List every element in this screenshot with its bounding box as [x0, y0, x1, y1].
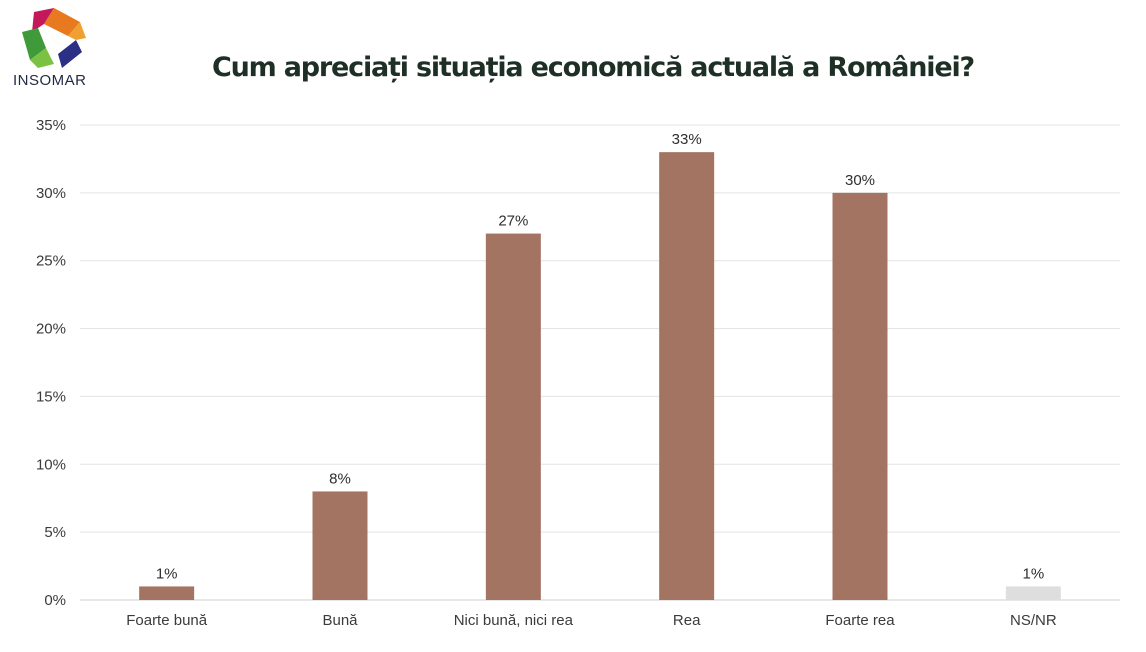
data-label: 8%: [329, 470, 351, 487]
x-category-label: Bună: [322, 612, 358, 629]
data-label: 33%: [672, 131, 702, 148]
bars: [139, 152, 1061, 601]
data-label: 27%: [498, 213, 528, 230]
y-tick-label: 10%: [36, 456, 66, 473]
bar: [659, 152, 715, 600]
y-tick-label: 5%: [44, 524, 66, 541]
y-tick-label: 0%: [44, 592, 66, 609]
brand-name: INSOMAR: [13, 72, 87, 89]
y-tick-label: 35%: [36, 117, 66, 134]
chart-title: Cum apreciați situația economică actuală…: [212, 52, 975, 83]
bar: [485, 233, 541, 601]
insomar-logo-icon: [22, 8, 86, 68]
bar: [139, 586, 195, 600]
x-category-label: Foarte bună: [126, 612, 208, 629]
bar: [1005, 586, 1061, 600]
x-axis-categories: Foarte bună Bună Nici bună, nici rea Rea Foa…: [126, 612, 1057, 629]
y-tick-label: 25%: [36, 253, 66, 270]
data-labels: 1% 8% 27% 33% 30% 1%: [156, 131, 1044, 582]
y-tick-label: 15%: [36, 388, 66, 405]
data-label: 1%: [1022, 565, 1044, 582]
y-axis-ticks: 0% 5% 10% 15% 20% 25% 30% 35%: [36, 117, 66, 609]
bar: [832, 192, 888, 600]
x-category-label: NS/NR: [1010, 612, 1057, 629]
x-category-label: Foarte rea: [825, 612, 895, 629]
x-category-label: Rea: [673, 612, 701, 629]
y-tick-label: 20%: [36, 321, 66, 338]
gridlines: [80, 124, 1120, 601]
bar: [312, 491, 368, 600]
data-label: 30%: [845, 172, 875, 189]
x-category-label: Nici bună, nici rea: [454, 612, 574, 629]
y-tick-label: 30%: [36, 185, 66, 202]
data-label: 1%: [156, 565, 178, 582]
